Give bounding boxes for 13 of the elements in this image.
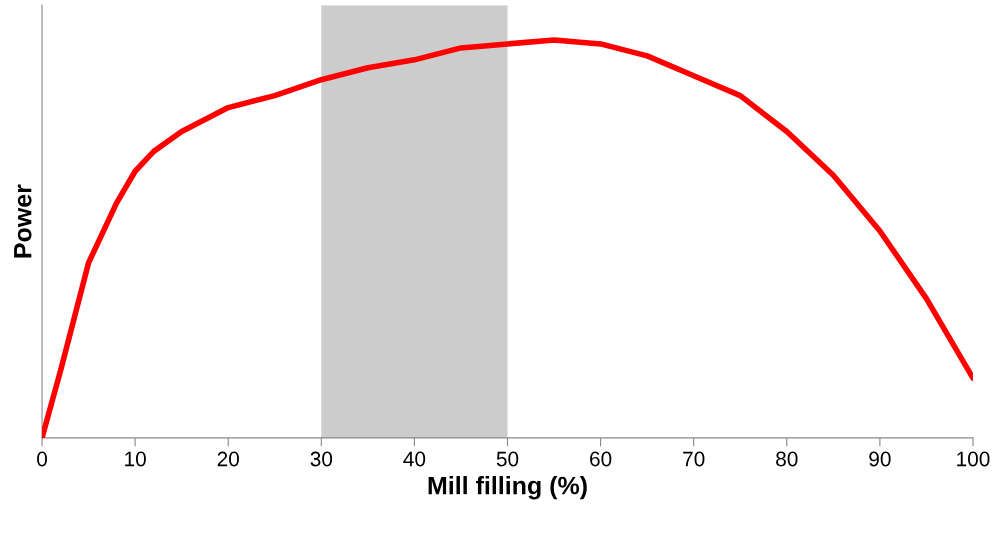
x-tick-label: 60 <box>590 451 612 467</box>
x-tick-label: 30 <box>310 451 333 467</box>
x-tick-label: 70 <box>683 451 705 467</box>
x-tick-label: 80 <box>776 451 798 467</box>
x-tick-label: 40 <box>403 451 426 467</box>
x-tick-label: 100 <box>957 451 990 467</box>
x-tick-label: 50 <box>496 451 519 467</box>
x-tick-label: 10 <box>125 451 146 467</box>
x-tick-label: 20 <box>217 451 239 467</box>
x-tick-label: 0 <box>37 451 48 467</box>
x-tick-label: 90 <box>869 451 891 467</box>
x-axis-title: Mill filling (%) <box>428 476 587 500</box>
y-axis-title: Power <box>14 184 32 258</box>
